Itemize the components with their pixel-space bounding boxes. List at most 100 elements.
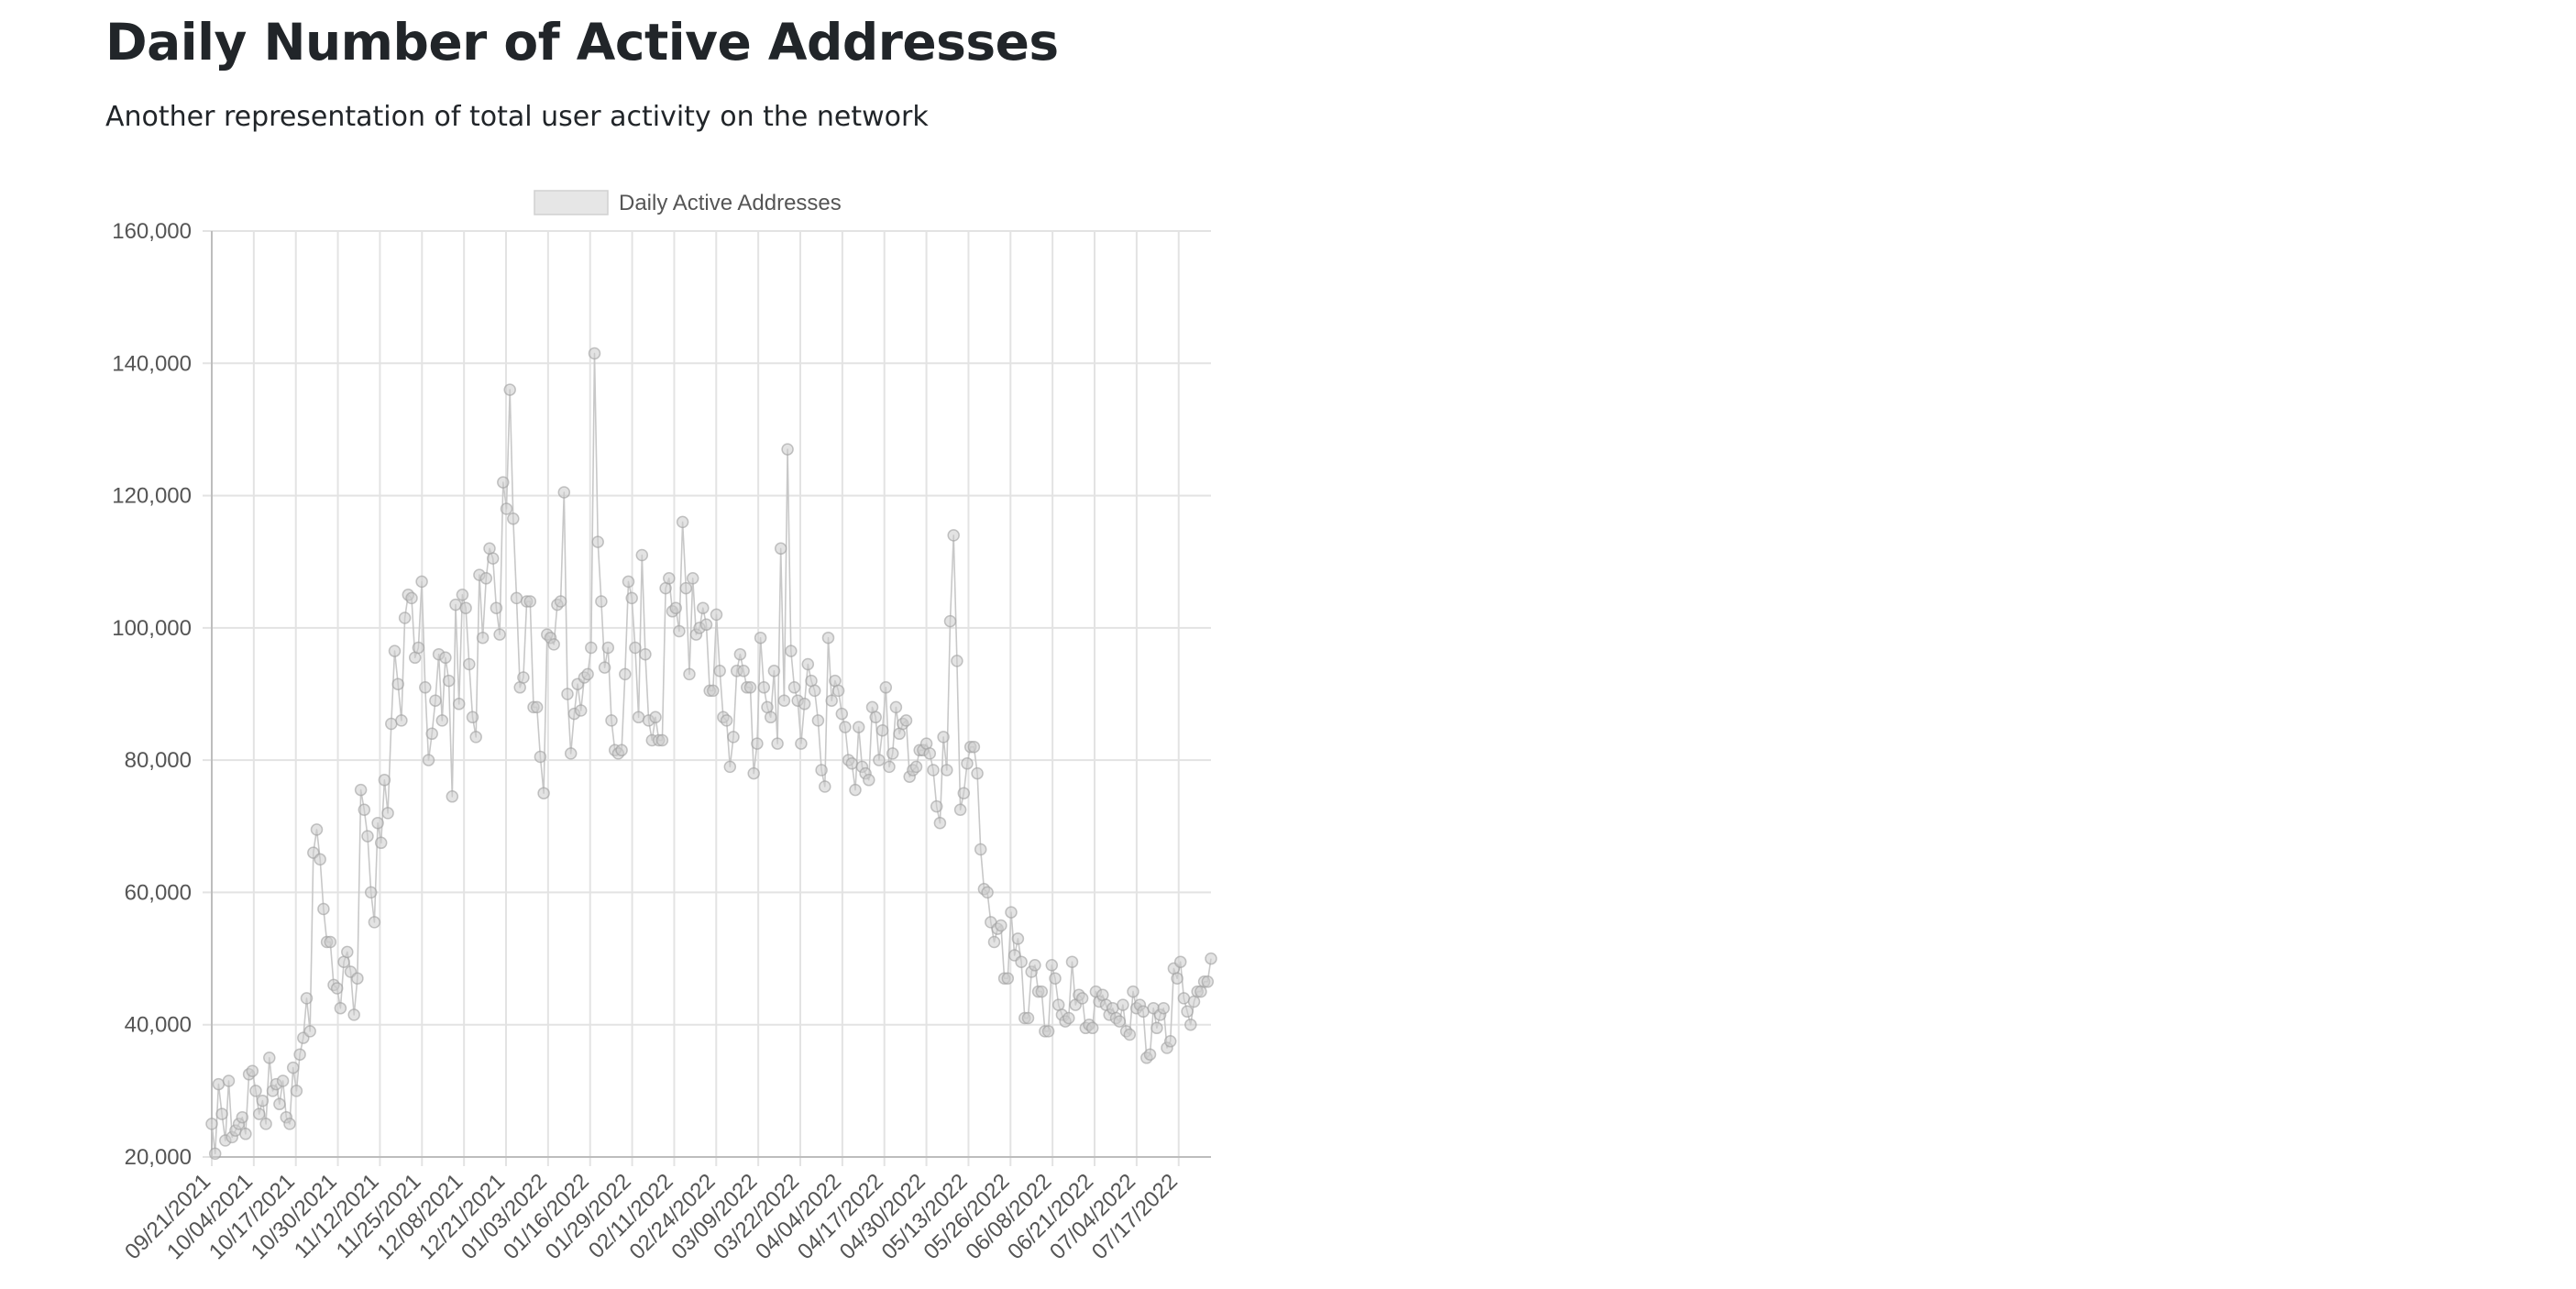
data-point[interactable] — [801, 657, 815, 671]
data-point[interactable] — [811, 714, 825, 727]
data-point[interactable] — [754, 631, 767, 644]
data-point[interactable] — [957, 787, 971, 799]
data-point[interactable] — [601, 641, 615, 655]
data-point[interactable] — [757, 681, 771, 694]
data-point[interactable] — [554, 595, 567, 608]
data-point[interactable] — [679, 581, 693, 595]
data-point[interactable] — [1045, 959, 1059, 972]
data-point[interactable] — [815, 764, 828, 777]
data-point[interactable] — [205, 1118, 218, 1130]
data-point[interactable] — [1015, 955, 1028, 968]
data-point[interactable] — [649, 711, 662, 724]
data-point[interactable] — [875, 723, 889, 737]
data-point[interactable] — [442, 674, 456, 688]
data-point[interactable] — [863, 774, 875, 787]
data-point[interactable] — [263, 1052, 276, 1064]
data-point[interactable] — [595, 595, 608, 608]
data-point[interactable] — [951, 655, 963, 667]
data-point[interactable] — [581, 667, 594, 681]
data-point[interactable] — [883, 760, 896, 774]
data-point[interactable] — [1085, 1021, 1099, 1035]
data-point[interactable] — [452, 698, 466, 711]
data-point[interactable] — [374, 836, 388, 850]
data-point[interactable] — [1041, 1025, 1055, 1038]
legend-label[interactable]: Daily Active Addresses — [619, 191, 842, 215]
data-point[interactable] — [839, 721, 852, 733]
data-point[interactable] — [466, 711, 479, 724]
data-point[interactable] — [283, 1118, 296, 1130]
data-point[interactable] — [215, 1107, 228, 1120]
data-point[interactable] — [591, 535, 604, 548]
data-point[interactable] — [622, 575, 635, 589]
data-point[interactable] — [412, 641, 425, 655]
data-point[interactable] — [469, 731, 482, 744]
data-point[interactable] — [273, 1097, 286, 1111]
data-point[interactable] — [1157, 1001, 1171, 1015]
data-point[interactable] — [317, 902, 330, 916]
data-point[interactable] — [974, 843, 987, 856]
data-point[interactable] — [747, 766, 760, 780]
data-point[interactable] — [1143, 1048, 1157, 1061]
data-point[interactable] — [632, 711, 645, 724]
data-point[interactable] — [1177, 992, 1191, 1005]
data-point[interactable] — [774, 542, 787, 556]
legend-swatch[interactable] — [534, 190, 609, 215]
data-point[interactable] — [1137, 1005, 1150, 1019]
data-point[interactable] — [927, 764, 940, 777]
data-point[interactable] — [764, 711, 777, 724]
data-point[interactable] — [371, 816, 384, 830]
data-point[interactable] — [899, 714, 913, 727]
data-point[interactable] — [256, 1094, 270, 1107]
data-point[interactable] — [1075, 992, 1089, 1005]
data-point[interactable] — [981, 886, 994, 899]
data-point[interactable] — [1117, 998, 1129, 1011]
data-point[interactable] — [419, 681, 432, 694]
data-point[interactable] — [479, 572, 493, 585]
data-point[interactable] — [422, 754, 435, 766]
data-point[interactable] — [971, 766, 984, 780]
data-point[interactable] — [639, 647, 652, 661]
data-point[interactable] — [1113, 1015, 1126, 1028]
data-point[interactable] — [845, 757, 859, 770]
data-point[interactable] — [503, 383, 516, 396]
data-point[interactable] — [808, 684, 821, 698]
data-point[interactable] — [707, 684, 720, 698]
data-point[interactable] — [476, 631, 490, 644]
data-point[interactable] — [713, 665, 726, 678]
data-point[interactable] — [588, 347, 601, 360]
data-point[interactable] — [953, 803, 967, 817]
data-point[interactable] — [1029, 959, 1041, 972]
data-point[interactable] — [889, 700, 903, 714]
data-point[interactable] — [463, 657, 476, 671]
data-point[interactable] — [699, 618, 713, 632]
data-point[interactable] — [1163, 1035, 1177, 1048]
data-point[interactable] — [249, 1085, 262, 1097]
data-point[interactable] — [493, 628, 506, 641]
data-point[interactable] — [385, 717, 398, 731]
data-point[interactable] — [378, 774, 391, 787]
data-point[interactable] — [1173, 955, 1187, 968]
data-point[interactable] — [252, 1107, 266, 1120]
data-point[interactable] — [795, 737, 808, 750]
data-point[interactable] — [574, 704, 588, 717]
data-point[interactable] — [625, 591, 638, 605]
data-point[interactable] — [787, 681, 801, 694]
data-point[interactable] — [1005, 906, 1018, 919]
data-point[interactable] — [1001, 972, 1015, 985]
data-point[interactable] — [835, 707, 849, 721]
data-point[interactable] — [405, 591, 418, 605]
data-point[interactable] — [300, 992, 314, 1005]
data-point[interactable] — [676, 515, 689, 529]
data-point[interactable] — [1181, 1005, 1194, 1019]
data-point[interactable] — [351, 972, 364, 985]
data-point[interactable] — [743, 681, 757, 694]
data-point[interactable] — [1201, 975, 1215, 988]
data-point[interactable] — [557, 486, 571, 499]
data-point[interactable] — [276, 1074, 290, 1087]
data-point[interactable] — [530, 700, 544, 714]
data-point[interactable] — [293, 1048, 306, 1061]
data-point[interactable] — [517, 671, 530, 684]
data-point[interactable] — [727, 731, 740, 744]
data-point[interactable] — [771, 737, 784, 750]
data-point[interactable] — [987, 935, 1001, 949]
